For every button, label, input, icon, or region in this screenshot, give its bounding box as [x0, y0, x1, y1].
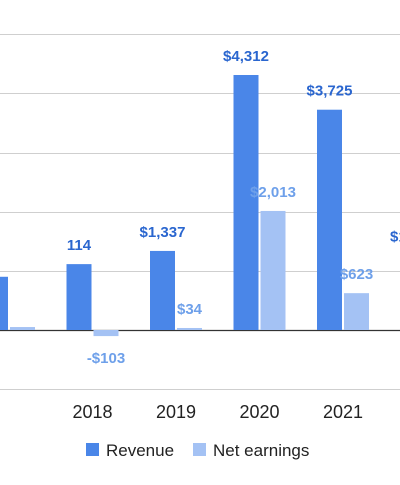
x-tick-label-2018: 2018: [72, 402, 112, 422]
bar-net-earnings-2020: [260, 210, 286, 330]
bar-revenue-2019: [150, 250, 175, 330]
legend-label-net-earnings: Net earnings: [213, 441, 309, 460]
legend-label-revenue: Revenue: [106, 441, 174, 460]
bar-revenue-2017: [0, 276, 8, 330]
data-label-net-earnings-2019: $34: [177, 301, 203, 318]
legend-swatch-revenue: [86, 443, 99, 456]
bar-revenue-2021: [317, 109, 342, 330]
legend-swatch-net-earnings: [193, 443, 206, 456]
bars: [0, 75, 369, 337]
bar-revenue-2020: [233, 75, 259, 330]
data-label-revenue-2020: $4,312: [223, 48, 269, 65]
bar-net-earnings-2021: [344, 293, 369, 330]
bar-net-earnings-2019: [177, 327, 202, 330]
x-tick-label-2020: 2020: [239, 402, 279, 422]
x-tick-label-2019: 2019: [156, 402, 196, 422]
data-label-net-earnings-2020: $2,013: [250, 184, 296, 201]
x-tick-label-2021: 2021: [323, 402, 363, 422]
x-axis-ticks: 20182019202020212022: [72, 402, 363, 422]
data-label-revenue-2019: $1,337: [140, 224, 186, 241]
data-label-revenue-2018: 114: [67, 237, 92, 254]
bar-net-earnings-2018: [93, 330, 119, 337]
legend: Revenue Net earnings: [86, 441, 309, 460]
data-label-net-earnings-2018: -$103: [87, 350, 125, 367]
bar-net-earnings-2017: [10, 327, 35, 330]
data-label-net-earnings-2021: $623: [340, 266, 373, 283]
data-label-revenue-2022: $1,256: [390, 229, 400, 246]
data-labels: 114 -$103 $1,337 $34 $4,312 $2,013 $3,725 $623 $…: [67, 48, 400, 367]
bar-revenue-2018: [66, 264, 92, 330]
data-label-revenue-2021: $3,725: [307, 83, 353, 100]
